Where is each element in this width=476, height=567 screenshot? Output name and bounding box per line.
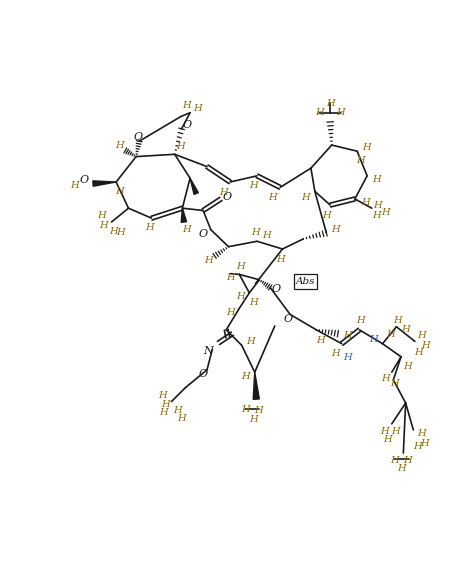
Text: H: H xyxy=(99,221,108,230)
Text: H: H xyxy=(343,332,351,341)
Text: H: H xyxy=(219,188,228,197)
Text: H: H xyxy=(384,435,392,444)
Text: H: H xyxy=(403,456,412,466)
Text: H: H xyxy=(322,210,331,219)
Text: H: H xyxy=(251,227,260,236)
Text: H: H xyxy=(109,227,118,236)
Text: H: H xyxy=(391,427,400,436)
Text: H: H xyxy=(403,362,412,370)
Text: H: H xyxy=(361,198,370,208)
Text: Abs: Abs xyxy=(296,277,315,286)
Polygon shape xyxy=(181,208,187,222)
Polygon shape xyxy=(190,178,198,194)
Text: H: H xyxy=(390,456,398,466)
Text: H: H xyxy=(226,308,235,316)
Text: O: O xyxy=(272,284,281,294)
Text: H: H xyxy=(241,371,250,380)
Text: H: H xyxy=(372,175,381,184)
Text: H: H xyxy=(236,292,245,301)
Text: H: H xyxy=(386,330,395,339)
Text: H: H xyxy=(249,180,258,189)
Text: H: H xyxy=(301,193,310,202)
Text: H: H xyxy=(421,341,430,350)
Text: H: H xyxy=(326,99,335,108)
Text: O: O xyxy=(222,192,231,202)
Text: H: H xyxy=(226,273,235,282)
Text: H: H xyxy=(374,201,382,210)
Text: H: H xyxy=(97,211,106,221)
Text: H: H xyxy=(413,442,422,451)
Text: H: H xyxy=(331,225,340,234)
Text: O: O xyxy=(182,120,191,130)
Text: H: H xyxy=(357,316,366,325)
Text: N: N xyxy=(203,346,213,356)
Text: H: H xyxy=(241,405,250,414)
Text: H: H xyxy=(159,408,168,417)
Text: H: H xyxy=(420,439,429,448)
Text: H: H xyxy=(362,143,371,152)
Text: H: H xyxy=(380,427,388,436)
Text: O: O xyxy=(79,175,89,185)
Text: H: H xyxy=(381,374,390,383)
Text: H: H xyxy=(254,406,263,415)
Text: H: H xyxy=(381,208,390,217)
Text: H: H xyxy=(115,141,124,150)
Text: O: O xyxy=(284,314,293,324)
Text: H: H xyxy=(344,353,352,362)
Text: O: O xyxy=(198,229,208,239)
Text: H: H xyxy=(249,416,258,425)
Text: H: H xyxy=(193,104,202,113)
Text: H: H xyxy=(369,335,377,344)
Text: H: H xyxy=(161,400,170,409)
Text: H: H xyxy=(158,391,167,400)
FancyBboxPatch shape xyxy=(294,274,317,289)
Polygon shape xyxy=(93,181,116,186)
Text: H: H xyxy=(116,229,125,238)
Text: H: H xyxy=(70,180,79,189)
Text: H: H xyxy=(394,316,402,325)
Text: H: H xyxy=(315,108,324,117)
Text: H: H xyxy=(372,211,381,221)
Text: H: H xyxy=(204,256,213,265)
Text: H: H xyxy=(416,331,426,340)
Text: H: H xyxy=(237,262,245,271)
Text: H: H xyxy=(415,348,423,357)
Text: H: H xyxy=(268,193,277,202)
Text: H: H xyxy=(357,156,366,165)
Text: O: O xyxy=(133,132,142,142)
Text: H: H xyxy=(177,142,185,151)
Text: H: H xyxy=(331,349,340,358)
Polygon shape xyxy=(253,372,259,399)
Text: H: H xyxy=(390,379,399,388)
Text: H: H xyxy=(146,223,154,232)
Text: H: H xyxy=(416,429,426,438)
Text: H: H xyxy=(277,255,285,264)
Text: H: H xyxy=(262,231,271,240)
Text: H: H xyxy=(173,406,182,415)
Text: H: H xyxy=(177,414,186,423)
Text: H: H xyxy=(397,464,406,473)
Text: H: H xyxy=(182,100,190,109)
Text: H: H xyxy=(182,225,190,234)
Text: H: H xyxy=(401,325,410,335)
Text: H: H xyxy=(337,108,346,117)
Text: H: H xyxy=(116,187,124,196)
Text: H: H xyxy=(247,337,255,346)
Text: H: H xyxy=(316,336,325,345)
Text: H: H xyxy=(249,298,258,307)
Text: O: O xyxy=(198,369,208,379)
